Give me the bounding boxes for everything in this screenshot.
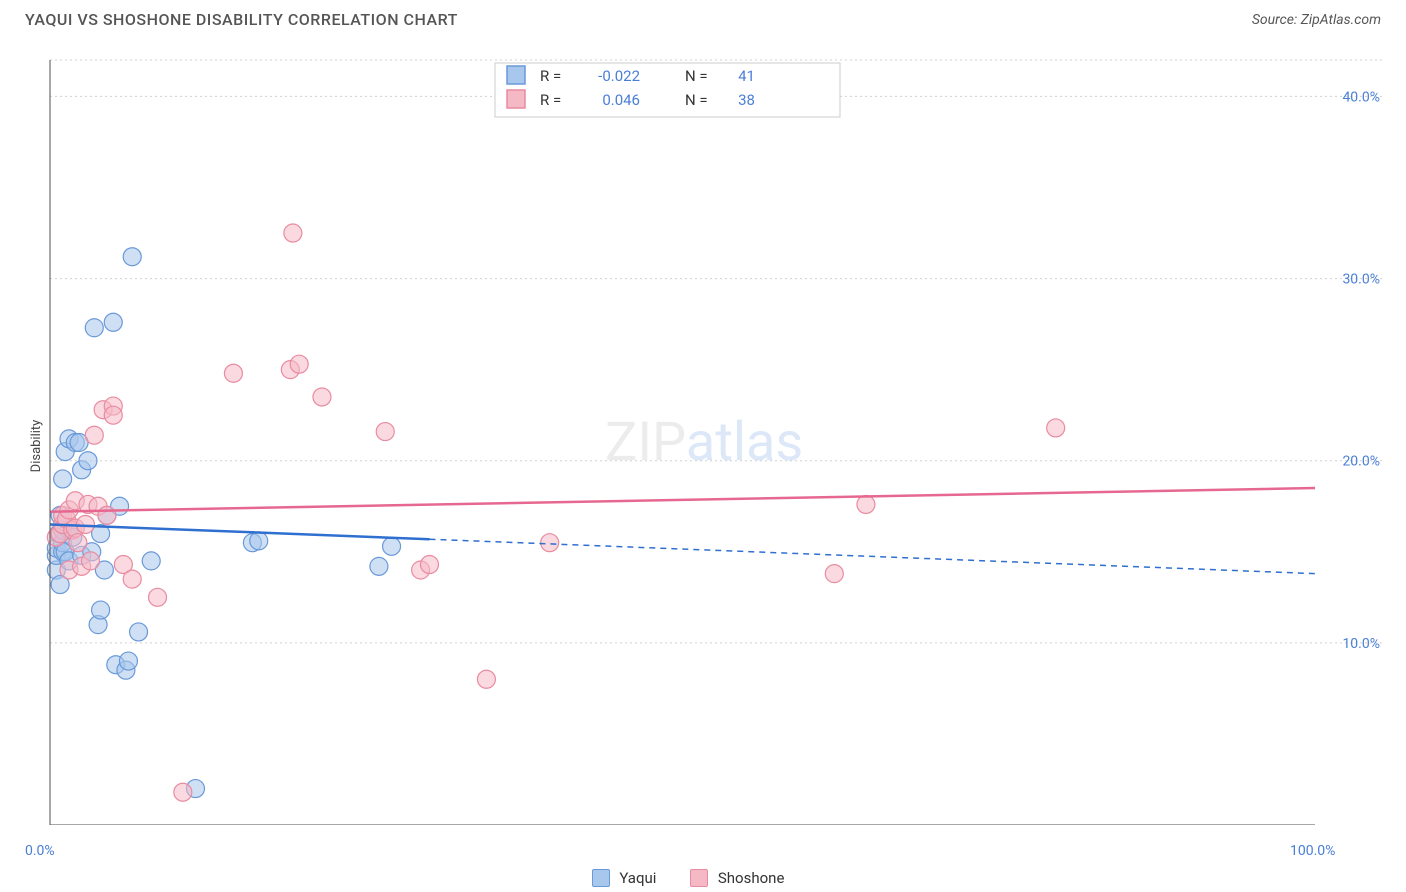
chart-title: YAQUI VS SHOSHONE DISABILITY CORRELATION…	[25, 10, 458, 29]
legend-n-label: N =	[685, 91, 708, 109]
chart-area: ZIPatlas 10.0% 20.0% 30.0% 40.0% R = -0.022 N =…	[45, 55, 1385, 825]
scatter-point	[477, 670, 495, 688]
trend-line-dash	[430, 539, 1316, 573]
y-tick-label: 10.0%	[1342, 636, 1380, 652]
y-tick-label: 40.0%	[1342, 89, 1380, 105]
legend-r-label: R =	[540, 91, 561, 109]
scatter-point	[174, 783, 192, 801]
x-tick-label: 0.0%	[25, 843, 55, 859]
scatter-point	[383, 537, 401, 555]
scatter-point	[421, 556, 439, 574]
trend-line	[50, 488, 1315, 512]
y-tick-label: 20.0%	[1342, 454, 1380, 470]
scatter-point	[92, 601, 110, 619]
scatter-point	[123, 570, 141, 588]
x-tick-label: 100.0%	[1290, 843, 1335, 859]
legend-swatch-yaqui	[592, 869, 610, 887]
scatter-point	[1047, 419, 1065, 437]
scatter-point	[541, 534, 559, 552]
scatter-point	[104, 406, 122, 424]
scatter-point	[290, 355, 308, 373]
legend-r-value: -0.022	[598, 67, 640, 85]
scatter-point	[284, 224, 302, 242]
scatter-point	[313, 388, 331, 406]
scatter-point	[98, 506, 116, 524]
scatter-chart: ZIPatlas 10.0% 20.0% 30.0% 40.0% R = -0.022 N =…	[45, 55, 1385, 825]
scatter-point	[825, 565, 843, 583]
scatter-point	[119, 652, 137, 670]
y-tick-label: 30.0%	[1342, 272, 1380, 288]
scatter-point	[130, 623, 148, 641]
scatter-point	[104, 313, 122, 331]
scatter-point	[81, 552, 99, 570]
legend-label-yaqui: Yaqui	[619, 869, 656, 887]
svg-text:ZIPatlas: ZIPatlas	[605, 411, 803, 474]
scatter-point	[79, 452, 97, 470]
legend-swatch	[507, 66, 525, 84]
scatter-point	[376, 423, 394, 441]
legend-r-value: 0.046	[602, 91, 640, 109]
scatter-point	[69, 534, 87, 552]
legend-n-value: 41	[738, 67, 755, 85]
scatter-point	[370, 557, 388, 575]
scatter-point	[54, 470, 72, 488]
legend-r-label: R =	[540, 67, 561, 85]
scatter-point	[149, 588, 167, 606]
scatter-point	[142, 552, 160, 570]
y-axis-label: Disability	[29, 420, 44, 473]
legend-n-value: 38	[738, 91, 755, 109]
scatter-point	[224, 364, 242, 382]
scatter-point	[857, 495, 875, 513]
legend-swatch	[507, 90, 525, 108]
legend-swatch-shoshone	[690, 869, 708, 887]
scatter-point	[250, 532, 268, 550]
scatter-point	[85, 426, 103, 444]
source-text: Source: ZipAtlas.com	[1252, 12, 1381, 28]
legend-bottom: Yaqui Shoshone	[0, 868, 1406, 887]
scatter-point	[85, 319, 103, 337]
legend-label-shoshone: Shoshone	[718, 869, 785, 887]
legend-n-label: N =	[685, 67, 708, 85]
scatter-point	[123, 248, 141, 266]
